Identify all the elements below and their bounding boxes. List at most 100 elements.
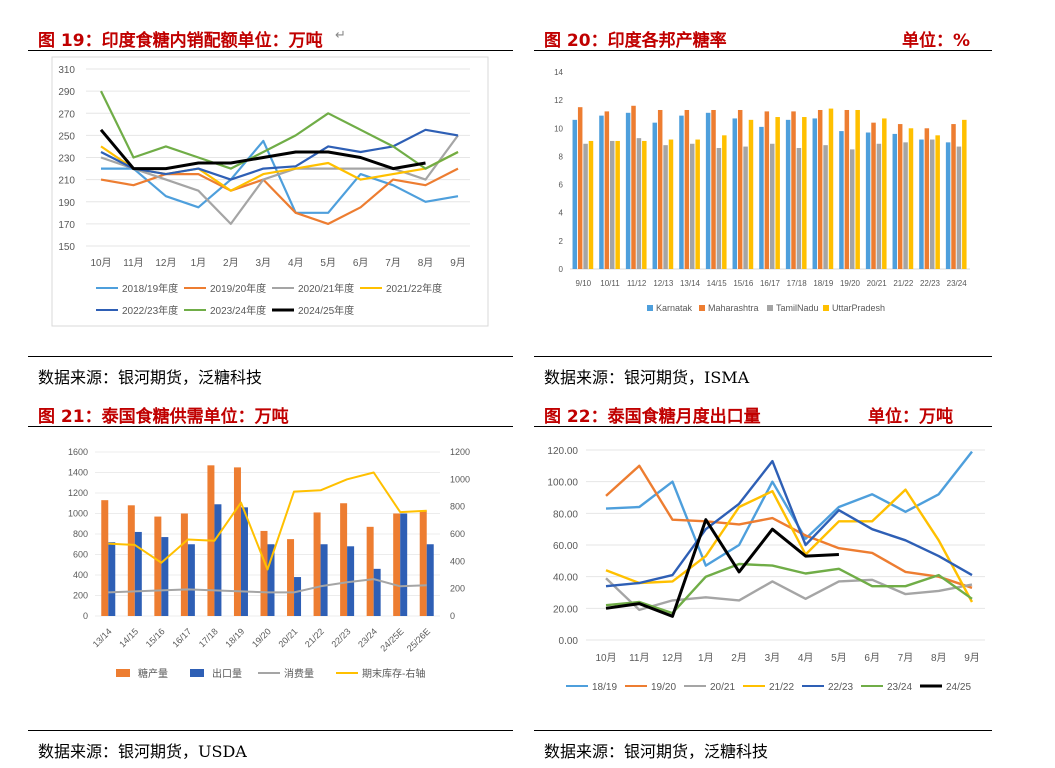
chart-21-y-tick: 1200	[68, 488, 88, 498]
chart-20-legend-label: TamilNadu	[776, 303, 819, 313]
chart-22-series-line	[605, 464, 973, 589]
chart-21-bar	[287, 539, 295, 616]
chart-20-bar	[945, 142, 951, 269]
chart-22-x-tick: 5月	[831, 652, 847, 664]
chart-20-bar	[610, 140, 615, 269]
chart-21-bar	[260, 530, 268, 616]
chart-21-series-line	[108, 578, 427, 594]
chart-21-bar	[180, 513, 188, 616]
chart-19-x-tick: 3月	[255, 257, 271, 269]
source-rule	[28, 356, 513, 357]
chart-21-y2-tick: 400	[450, 556, 465, 566]
chart-20-bar	[583, 143, 588, 269]
chart-21-y2-tick: 1000	[450, 474, 470, 484]
chart-20-y-tick: 14	[554, 68, 563, 77]
chart-22-legend-label: 19/20	[651, 682, 676, 693]
chart-20-legend-label: UttarPradesh	[832, 303, 885, 313]
chart-20-y-tick: 10	[554, 124, 563, 133]
chart-21-y2-tick: 200	[450, 584, 465, 594]
chart-21-y2-tick: 1200	[450, 447, 470, 457]
chart-21-y-tick: 1600	[68, 447, 88, 457]
chart-19-series-line	[100, 167, 459, 225]
chart-19-x-tick: 1月	[191, 257, 207, 269]
source-rule	[534, 356, 992, 357]
chart-21-y-tick: 0	[83, 611, 88, 621]
chart-20-unit: 单位：%	[902, 31, 971, 51]
title-rule	[534, 50, 992, 51]
chart-19-y-tick: 270	[58, 109, 75, 120]
chart-19-y-tick: 190	[58, 198, 75, 209]
chart-21-bar	[393, 513, 401, 616]
chart-21-legend-swatch	[190, 669, 204, 677]
chart-20-bar	[764, 111, 770, 270]
chart-20-bar	[684, 109, 690, 269]
chart-20-bar	[636, 138, 642, 269]
chart-20-bar	[690, 143, 695, 269]
chart-19-y-tick: 150	[58, 242, 75, 253]
chart-21-bar	[419, 510, 427, 616]
chart-20-bar	[615, 140, 620, 269]
chart-21-bar	[320, 544, 328, 616]
chart-20-legend-label: Maharashtra	[708, 303, 759, 313]
chart-20-y-tick: 8	[559, 152, 564, 161]
chart-22-unit: 单位：万吨	[868, 407, 953, 427]
source-rule	[28, 730, 513, 731]
chart-21-y2-tick: 0	[450, 611, 455, 621]
chart-19-x-tick: 4月	[288, 257, 304, 269]
chart-22-y-tick: 40.00	[553, 573, 578, 584]
chart-21-bar	[108, 542, 116, 616]
chart-21-bar	[240, 507, 248, 616]
chart-20-bar	[812, 118, 818, 269]
chart-20-bar	[775, 117, 780, 270]
chart-21-source: 数据来源：银河期货，USDA	[38, 742, 247, 761]
chart-19-x-tick: 2月	[223, 257, 239, 269]
chart-19-y-tick: 290	[58, 87, 75, 98]
chart-20-bar	[908, 128, 914, 269]
chart-19-frame	[51, 56, 489, 327]
chart-22-series-line	[605, 562, 973, 615]
chart-22-x-tick: 8月	[931, 652, 947, 664]
chart-20-x-tick: 14/15	[707, 279, 728, 288]
chart-21-legend-label: 出口量	[212, 667, 242, 680]
chart-20-bar	[924, 128, 930, 269]
chart-19-series-line	[100, 134, 459, 225]
chart-20-bar	[892, 133, 898, 269]
chart-20-x-tick: 16/17	[760, 279, 781, 288]
chart-20-bar	[663, 145, 668, 269]
chart-20-bar	[770, 143, 775, 269]
chart-19-source: 数据来源：银河期货，泛糖科技	[38, 368, 263, 387]
chart-22-x-tick: 7月	[898, 652, 914, 664]
chart-20-bar	[748, 119, 754, 269]
chart-22-x-tick: 9月	[964, 652, 980, 664]
chart-21-bar	[134, 531, 142, 616]
chart-21-bar	[366, 526, 374, 616]
chart-20-y-tick: 12	[554, 96, 563, 105]
chart-20-bar	[956, 146, 962, 269]
title-rule	[534, 426, 992, 427]
chart-20-bar	[716, 147, 722, 269]
chart-20-bar	[577, 107, 583, 269]
chart-19-y-tick: 210	[58, 176, 75, 187]
chart-20-x-tick: 17/18	[787, 279, 808, 288]
chart-20-bar	[625, 112, 631, 269]
chart-20-source: 数据来源：银河期货，ISMA	[544, 368, 750, 387]
chart-20-bar	[743, 146, 748, 269]
chart-22-y-tick: 60.00	[553, 541, 578, 552]
chart-21-bar	[426, 544, 434, 616]
chart-21-title: 图 21：泰国食糖供需单位：万吨	[38, 407, 289, 427]
chart-22-legend-label: 23/24	[887, 682, 912, 693]
chart-22-legend-label: 22/23	[828, 682, 853, 693]
chart-19-y-tick: 250	[58, 131, 75, 142]
chart-20-bar	[903, 142, 908, 269]
chart-21-y2-tick: 800	[450, 502, 465, 512]
chart-22-y-tick: 20.00	[553, 604, 578, 615]
chart-19-legend-label: 2021/22年度	[386, 282, 442, 295]
chart-21-bar	[127, 505, 135, 616]
chart-20-y-tick: 2	[559, 237, 564, 246]
chart-20-bar	[865, 132, 871, 269]
chart-20-x-tick: 22/23	[920, 279, 941, 288]
chart-22-y-tick: 0.00	[559, 636, 579, 647]
